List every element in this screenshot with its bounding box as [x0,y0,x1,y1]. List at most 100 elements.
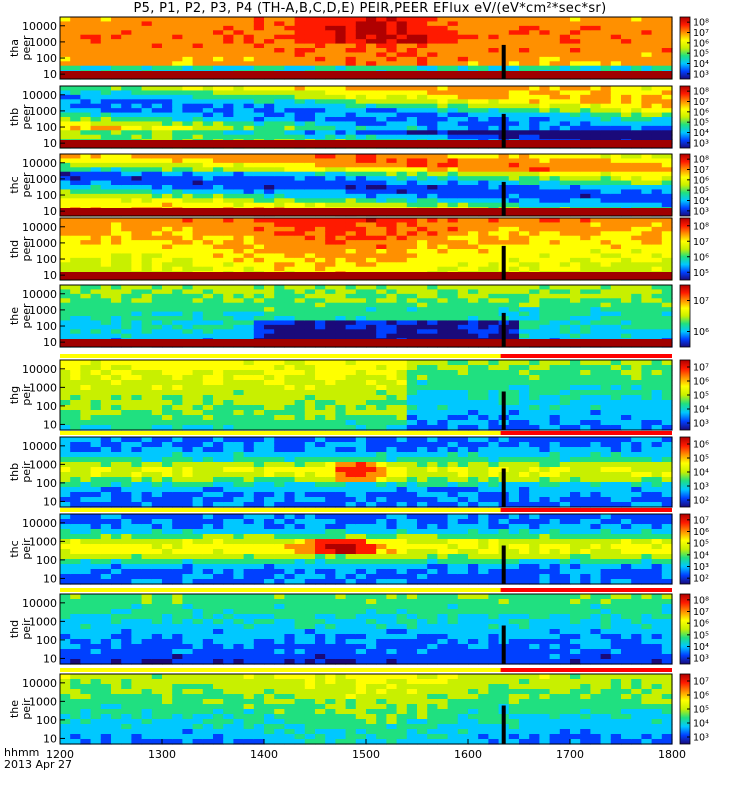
colorbar-tick-label: 10⁷ [693,296,709,307]
status-bar [60,354,672,358]
colorbar-tick-label: 10⁶ [693,252,709,263]
colorbar-tick-label: 10⁷ [693,677,709,688]
panel-label: thb [8,463,21,481]
data-gap-marker [501,312,506,347]
colorbar-tick-label: 10⁶ [693,440,709,451]
panel-frame [59,359,673,431]
panel-frame [59,85,673,149]
colorbar-tick-label: 10⁷ [693,237,709,248]
status-bar [60,508,672,512]
panel-frame [59,16,673,80]
panel-label: peir [20,538,33,560]
y-tick-label: 10000 [22,517,57,530]
colorbar-tick-label: 10⁸ [693,595,709,606]
y-tick-label: 100 [36,400,57,413]
spacecraft-potential-band [60,339,672,347]
colorbar-tick-label: 10⁵ [693,268,709,279]
status-bar [60,588,672,592]
y-tick-label: 10 [43,269,57,282]
heatmap-cells [60,437,673,508]
y-tick-label: 10 [43,732,57,745]
status-bar [60,431,672,435]
colorbar [679,513,691,585]
panel-label: thg [8,386,21,404]
colorbar [679,284,691,348]
y-tick-label: 100 [36,554,57,567]
y-tick-label: 100 [36,121,57,134]
panel-frame [59,217,673,281]
panel-label: thd [8,240,21,258]
colorbar-tick-label: 10⁸ [693,18,709,29]
y-tick-label: 10 [43,418,57,431]
y-tick-label: 10000 [22,157,57,170]
colorbar-tick-label: 10³ [693,482,709,493]
colorbar-tick-label: 10³ [693,419,709,430]
panel-label: thc [8,176,21,193]
y-tick-label: 1000 [29,105,57,118]
colorbar [679,593,691,665]
y-tick-label: 1000 [29,535,57,548]
y-tick-label: 10 [43,652,57,665]
y-tick-label: 10000 [22,89,57,102]
colorbar [679,16,691,80]
heatmap-cells [60,360,673,431]
y-tick-label: 10 [43,572,57,585]
panel-label: peer [20,172,33,198]
panel-label: peir [20,618,33,640]
heatmap-cells [60,285,673,348]
colorbar-tick-label: 10⁶ [693,619,709,630]
colorbar [679,85,691,149]
y-tick-label: 100 [36,52,57,65]
y-tick-label: 1000 [29,36,57,49]
panel-label: peir [20,384,33,406]
data-gap-marker [501,245,506,280]
colorbar-tick-label: 10⁵ [693,705,709,716]
colorbar-tick-label: 10⁵ [693,539,709,550]
heatmap-cells [60,17,673,80]
panel-label: thd [8,620,21,638]
colorbar-tick-label: 10⁷ [693,363,709,374]
colorbar-tick-label: 10⁵ [693,118,709,129]
colorbar-tick-label: 10⁴ [693,196,709,207]
colorbar-tick-label: 10⁷ [693,515,709,526]
x-tick-label: 1200 [46,748,74,761]
heatmap-cells [60,86,673,149]
colorbar-tick-label: 10⁵ [693,454,709,465]
colorbar-tick-label: 10⁵ [693,49,709,60]
colorbar-tick-label: 10³ [693,562,709,573]
y-tick-label: 10 [43,495,57,508]
y-tick-label: 1000 [29,381,57,394]
panel-label: peir [20,461,33,483]
y-tick-label: 10000 [22,440,57,453]
panel-label: the [8,700,21,718]
colorbar-tick-label: 10⁵ [693,391,709,402]
panel-label: peer [20,303,33,329]
panel-label: peer [20,104,33,130]
y-tick-label: 100 [36,189,57,202]
y-tick-label: 1000 [29,695,57,708]
y-tick-label: 10000 [22,288,57,301]
data-gap-marker [501,705,506,744]
data-gap-marker [501,625,506,664]
colorbar-tick-label: 10² [693,574,709,585]
heatmap-cells [60,514,673,585]
y-tick-label: 1000 [29,304,57,317]
x-tick-label: 1400 [250,748,278,761]
colorbar [679,153,691,217]
y-tick-label: 10 [43,336,57,349]
y-tick-label: 100 [36,320,57,333]
colorbar-tick-label: 10⁵ [693,186,709,197]
y-tick-label: 1000 [29,458,57,471]
colorbar-tick-label: 10³ [693,138,709,149]
colorbar-tick-label: 10⁷ [693,97,709,108]
colorbar-tick-label: 10⁴ [693,468,709,479]
data-gap-marker [501,44,506,79]
y-tick-label: 100 [36,634,57,647]
